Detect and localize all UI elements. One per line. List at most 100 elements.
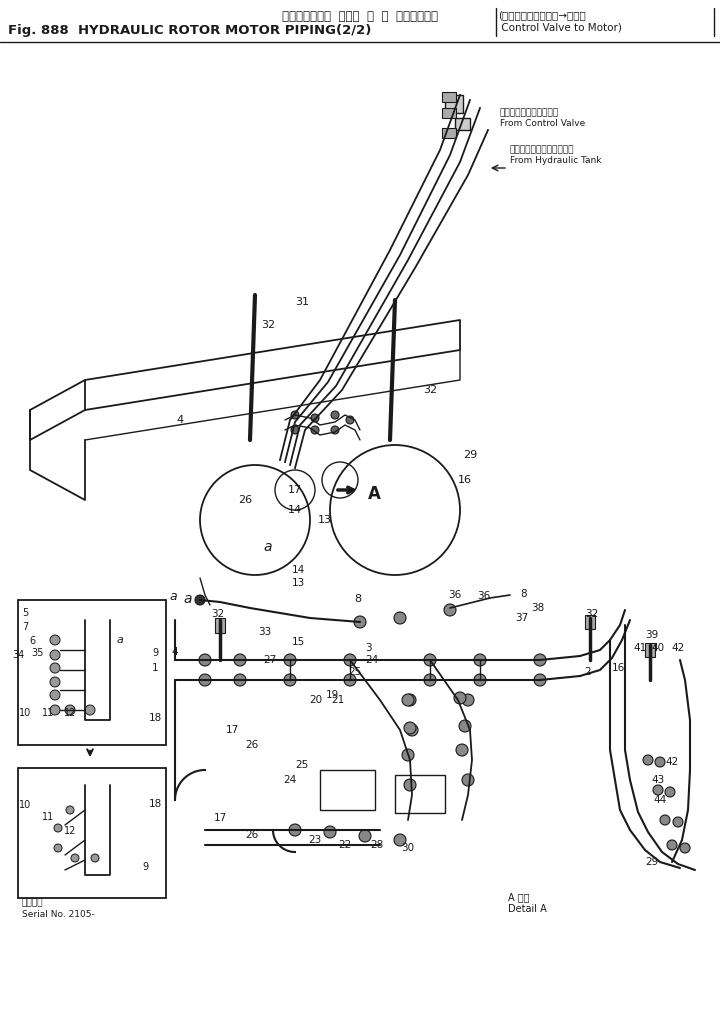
Text: 17: 17 (225, 725, 238, 735)
Circle shape (284, 654, 296, 666)
Text: 6: 6 (29, 636, 35, 646)
Text: 18: 18 (148, 713, 161, 723)
Text: 34: 34 (12, 650, 24, 660)
Circle shape (234, 674, 246, 686)
Circle shape (234, 654, 246, 666)
Circle shape (311, 426, 319, 434)
Circle shape (534, 674, 546, 686)
Text: 15: 15 (292, 637, 305, 647)
Text: 28: 28 (370, 840, 384, 850)
Text: 32: 32 (423, 385, 437, 395)
Text: 20: 20 (310, 695, 323, 705)
Text: From Hydraulic Tank: From Hydraulic Tank (510, 156, 601, 165)
Circle shape (404, 722, 416, 734)
Bar (455, 118, 470, 130)
Text: 26: 26 (238, 495, 252, 505)
Circle shape (50, 677, 60, 687)
Circle shape (643, 755, 653, 765)
Circle shape (424, 654, 436, 666)
Circle shape (311, 414, 319, 422)
Circle shape (54, 844, 62, 852)
Circle shape (50, 705, 60, 715)
Circle shape (660, 815, 670, 825)
Text: a: a (184, 592, 192, 606)
Text: Control Valve to Motor): Control Valve to Motor) (498, 22, 622, 32)
Text: ハイドロリックタンクから: ハイドロリックタンクから (510, 145, 575, 154)
Circle shape (462, 694, 474, 706)
Bar (395, 775, 445, 813)
Text: 29: 29 (645, 857, 659, 867)
Text: A 詳細: A 詳細 (508, 892, 529, 902)
Text: 17: 17 (213, 813, 227, 823)
Bar (585, 615, 595, 629)
Text: 39: 39 (645, 630, 659, 640)
Text: 16: 16 (611, 663, 625, 673)
Circle shape (454, 692, 466, 704)
Circle shape (346, 416, 354, 424)
Text: 32: 32 (212, 609, 225, 619)
Text: 24: 24 (284, 775, 297, 785)
Text: 1: 1 (152, 663, 158, 673)
Circle shape (402, 749, 414, 761)
Text: 43: 43 (652, 775, 665, 785)
Bar (215, 618, 225, 633)
Bar (442, 108, 456, 118)
Text: ハイドロリック  ロータ  モ  ー  タパイピング: ハイドロリック ロータ モ ー タパイピング (282, 10, 438, 23)
Circle shape (284, 674, 296, 686)
Circle shape (354, 616, 366, 628)
Circle shape (344, 654, 356, 666)
Text: Detail A: Detail A (508, 904, 546, 914)
Circle shape (680, 843, 690, 853)
Circle shape (291, 426, 299, 434)
Text: 31: 31 (295, 297, 309, 307)
Text: 19: 19 (325, 690, 338, 700)
Text: 14: 14 (292, 565, 305, 575)
Text: a: a (169, 590, 177, 603)
Text: 5: 5 (22, 608, 28, 618)
Circle shape (459, 720, 471, 732)
Circle shape (673, 817, 683, 827)
Text: 10: 10 (19, 708, 31, 718)
Text: 25: 25 (348, 667, 361, 677)
Circle shape (394, 834, 406, 846)
Circle shape (65, 705, 75, 715)
Circle shape (667, 840, 677, 850)
Bar (442, 128, 456, 138)
Text: 22: 22 (338, 840, 351, 850)
Text: Fig. 888  HYDRAULIC ROTOR MOTOR PIPING(2/2): Fig. 888 HYDRAULIC ROTOR MOTOR PIPING(2/… (8, 24, 372, 37)
Text: 42: 42 (665, 757, 679, 767)
Circle shape (50, 650, 60, 660)
Text: 35: 35 (32, 648, 44, 658)
Text: 12: 12 (64, 708, 76, 718)
Text: 11: 11 (42, 708, 54, 718)
Circle shape (404, 694, 416, 706)
Text: 2: 2 (585, 667, 591, 677)
Text: 40: 40 (652, 643, 665, 653)
Text: From Control Valve: From Control Valve (500, 119, 585, 128)
Circle shape (456, 744, 468, 756)
Circle shape (653, 785, 663, 795)
Bar (442, 92, 456, 102)
Circle shape (50, 663, 60, 673)
Text: 14: 14 (288, 505, 302, 515)
Text: 17: 17 (288, 485, 302, 495)
Text: 25: 25 (295, 760, 309, 770)
Text: Serial No. 2105-: Serial No. 2105- (22, 910, 95, 919)
Circle shape (199, 654, 211, 666)
Text: A: A (368, 485, 381, 503)
Circle shape (50, 690, 60, 700)
Text: 42: 42 (671, 643, 685, 653)
Bar (320, 770, 375, 810)
Text: 36: 36 (449, 590, 462, 600)
Circle shape (85, 705, 95, 715)
Circle shape (289, 824, 301, 836)
Text: 18: 18 (148, 799, 161, 809)
Circle shape (344, 674, 356, 686)
Circle shape (474, 674, 486, 686)
Circle shape (195, 595, 205, 605)
Circle shape (444, 604, 456, 616)
Circle shape (406, 724, 418, 736)
Circle shape (359, 830, 371, 842)
Text: 11: 11 (42, 812, 54, 822)
Circle shape (71, 854, 79, 862)
